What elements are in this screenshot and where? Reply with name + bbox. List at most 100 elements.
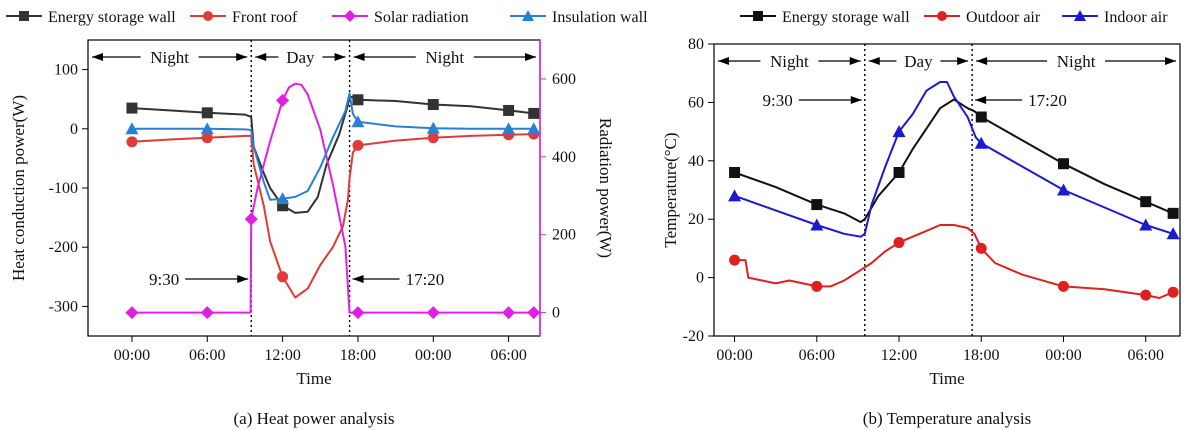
y-tick-label: 40 [688, 153, 704, 170]
series-insulation-wall-line [131, 92, 534, 201]
panel-caption: (a) Heat power analysis [234, 409, 395, 428]
series-energy-storage-wall-point [503, 104, 515, 116]
day-right-arrow-head [957, 57, 969, 65]
y-axis-label: Temperature(°C) [661, 132, 680, 247]
series-energy-storage-wall-point [893, 166, 905, 178]
annotation-930-arrow-head [237, 275, 249, 283]
legend-front-roof-marker [203, 11, 213, 21]
series-energy-storage-wall-point [975, 111, 987, 123]
annotation-1720-arrow-head [975, 96, 987, 104]
legend-front-roof-label: Front roof [232, 9, 298, 26]
day-left-arrow-head [868, 57, 880, 65]
annotation-930-arrow-head [850, 96, 862, 104]
series-indoor-air-point [728, 189, 742, 202]
series-solar-radiation-point [502, 306, 516, 320]
series-front-roof-point [201, 132, 213, 144]
series-energy-storage-wall-line [734, 98, 1174, 224]
series-outdoor-air-line [734, 224, 1174, 299]
series-indoor-air-point [1139, 218, 1153, 231]
legend-energy-storage-wall-marker [753, 11, 763, 21]
legend-insulation-wall-marker [522, 10, 534, 21]
series-indoor-air-point [1057, 183, 1070, 196]
panel-caption: (b) Temperature analysis [863, 409, 1031, 428]
night1-left-arrow-head [718, 57, 729, 65]
legend-indoor-air-marker [1074, 10, 1086, 21]
series-outdoor-air-point [1167, 286, 1179, 298]
series-front-roof-point [126, 136, 138, 148]
x-tick-label: 00:00 [716, 347, 752, 364]
series-outdoor-air-point [729, 254, 741, 266]
series-insulation-wall-point [200, 122, 214, 135]
annotation-1720-arrow-head [352, 275, 364, 283]
series-solar-radiation-line [131, 82, 534, 314]
period-label-day: Day [286, 48, 315, 67]
night1-left-arrow-head [92, 53, 103, 61]
y2-tick-label: 0 [552, 305, 560, 322]
y-tick-label: -300 [49, 298, 78, 315]
y-tick-label: 20 [688, 211, 704, 228]
night2-right-arrow-head [525, 53, 536, 61]
series-energy-storage-wall-point [352, 94, 364, 106]
x-tick-label: 00:00 [114, 347, 150, 364]
y-tick-label: -20 [683, 328, 704, 345]
series-front-roof-point [352, 139, 364, 151]
series-solar-radiation-point [276, 93, 290, 107]
series-outdoor-air-point [1058, 280, 1069, 292]
x-tick-label: 06:00 [1128, 347, 1164, 364]
series-solar-radiation-point [125, 306, 139, 320]
series-indoor-air-point [810, 218, 824, 231]
series-insulation-wall-point [502, 122, 516, 135]
night2-left-arrow-head [976, 57, 988, 65]
series-indoor-air-point [974, 136, 988, 149]
series-solar-radiation-point [351, 306, 365, 320]
series-energy-storage-wall-point [1140, 196, 1152, 208]
x-axis-label: Time [296, 369, 331, 388]
series-insulation-wall-point [351, 115, 365, 128]
period-label-day: Day [904, 52, 933, 71]
series-indoor-air-point [892, 125, 906, 138]
panel-a: 00:00 06:00 12:00 18:00 00:00 06:00 Time 100 0 -1… [6, 9, 648, 428]
annotation-1720: 17:20 [1028, 91, 1067, 110]
y-tick-label: 80 [688, 36, 704, 53]
x-tick-label: 00:00 [1045, 347, 1081, 364]
series-energy-storage-wall-point [427, 99, 439, 111]
night2-right-arrow-head [1165, 57, 1176, 65]
series-energy-storage-wall-point [201, 107, 213, 119]
series-energy-storage-wall-point [126, 102, 138, 114]
series-solar-radiation-point [244, 212, 258, 226]
x-tick-label: 00:00 [415, 347, 451, 364]
series-energy-storage-wall-point [528, 107, 540, 119]
plot-frame [713, 43, 1181, 337]
series-outdoor-air-point [893, 237, 905, 249]
series-insulation-wall-point [426, 121, 440, 134]
series-indoor-air-point [1166, 227, 1180, 240]
series-insulation-wall-point [276, 192, 290, 205]
series-energy-storage-wall-point [811, 199, 823, 211]
annotation-930: 9:30 [149, 270, 179, 289]
x-tick-label: 18:00 [963, 347, 999, 364]
series-insulation-wall-point [125, 122, 139, 135]
y-tick-label: 0 [696, 270, 704, 287]
y-tick-label: 0 [70, 121, 78, 138]
legend-outdoor-air-marker [937, 11, 947, 21]
night1-right-arrow-head [849, 57, 861, 65]
x-tick-label: 12:00 [881, 347, 917, 364]
y-tick-label: -100 [49, 180, 78, 197]
series-front-roof-line [131, 133, 534, 299]
night1-right-arrow-head [236, 53, 248, 61]
series-insulation-wall-point [527, 122, 541, 135]
x-tick-label: 06:00 [490, 347, 526, 364]
y2-tick-label: 200 [552, 227, 576, 244]
series-front-roof-point [427, 132, 439, 144]
day-left-arrow-head [255, 53, 267, 61]
series-energy-storage-wall-point [1058, 158, 1069, 170]
day-right-arrow-head [334, 53, 346, 61]
plot-frame [87, 39, 541, 337]
night2-left-arrow-head [353, 53, 365, 61]
series-solar-radiation-point [527, 306, 541, 320]
legend-energy-storage-wall-label: Energy storage wall [782, 9, 910, 26]
legend-indoor-air-label: Indoor air [1104, 9, 1168, 26]
series-energy-storage-wall-point [1167, 207, 1179, 219]
period-label-night: Night [425, 48, 464, 67]
legend-outdoor-air-label: Outdoor air [966, 9, 1041, 26]
